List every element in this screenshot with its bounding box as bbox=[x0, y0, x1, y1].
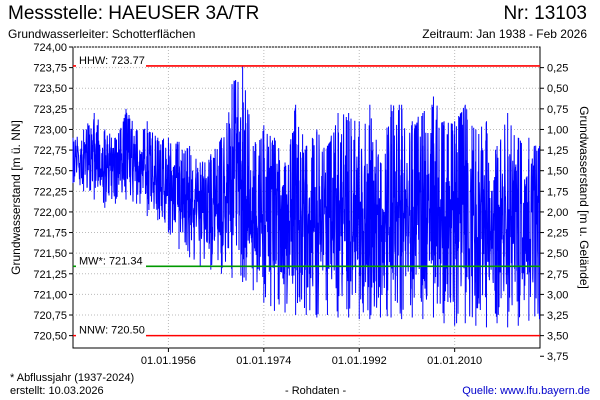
y-tick-label-left: 722,00 bbox=[33, 207, 67, 219]
reference-label: HHW: 723.77 bbox=[79, 55, 145, 67]
source-link[interactable]: Quelle: www.lfu.bayern.de bbox=[462, 385, 590, 397]
y-tick-label-left: 720,50 bbox=[33, 331, 67, 343]
y-tick-label-right: 1,75 bbox=[547, 186, 568, 198]
y-tick-label-left: 724,00 bbox=[33, 42, 67, 54]
y-tick-label-right: 0,25 bbox=[547, 63, 568, 75]
y-tick-label-right: 3,00 bbox=[547, 289, 568, 301]
y-tick-label-right: 3,50 bbox=[547, 331, 568, 343]
x-tick-label: 01.01.1974 bbox=[236, 355, 291, 367]
y-tick-label-right: 2,25 bbox=[547, 228, 568, 240]
y-tick-label-left: 721,25 bbox=[33, 269, 67, 281]
y-tick-label-right: 2,00 bbox=[547, 207, 568, 219]
raw-data-label: - Rohdaten - bbox=[285, 385, 347, 397]
y-axis-title-left: Grundwasserstand [m ü. NN] bbox=[9, 120, 23, 275]
y-tick-label-right: 1,00 bbox=[547, 124, 568, 136]
y-tick-label-left: 721,00 bbox=[33, 289, 67, 301]
x-tick-label: 01.01.1992 bbox=[332, 355, 387, 367]
reference-label: MW*: 721.34 bbox=[79, 255, 143, 267]
y-tick-label-right: 1,50 bbox=[547, 166, 568, 178]
y-tick-label-right: 1,25 bbox=[547, 145, 568, 157]
y-tick-label-left: 723,25 bbox=[33, 104, 67, 116]
x-tick-label: 01.01.1956 bbox=[141, 355, 196, 367]
y-tick-label-left: 723,00 bbox=[33, 124, 67, 136]
y-axis-title-right: Grundwasserstand [m u. Gelände] bbox=[577, 106, 591, 289]
y-tick-label-right: 0,50 bbox=[547, 83, 568, 95]
footnote-abflussjahr: * Abflussjahr (1937-2024) bbox=[10, 372, 135, 384]
period-label: Zeitraum: Jan 1938 - Feb 2026 bbox=[422, 27, 587, 41]
created-date: erstellt: 10.03.2026 bbox=[10, 385, 104, 397]
station-number: Nr: 13103 bbox=[503, 3, 587, 24]
y-tick-label-left: 723,75 bbox=[33, 63, 67, 75]
y-tick-label-right: 3,75 bbox=[547, 351, 568, 363]
chart-title: Messstelle: HAEUSER 3A/TR bbox=[8, 3, 260, 24]
aquifer-label: Grundwasserleiter: Schotterflächen bbox=[8, 27, 196, 41]
reference-label-bg bbox=[76, 255, 146, 268]
y-tick-label-right: 2,50 bbox=[547, 248, 568, 260]
y-tick-label-left: 720,75 bbox=[33, 310, 67, 322]
y-tick-label-left: 722,75 bbox=[33, 145, 67, 157]
reference-label-bg bbox=[76, 54, 146, 67]
x-tick-label: 01.01.2010 bbox=[427, 355, 482, 367]
y-tick-label-left: 721,75 bbox=[33, 228, 67, 240]
reference-label: NNW: 720.50 bbox=[79, 325, 145, 337]
y-tick-label-right: 0,75 bbox=[547, 104, 568, 116]
y-tick-label-left: 722,50 bbox=[33, 166, 67, 178]
y-tick-label-right: 2,75 bbox=[547, 269, 568, 281]
reference-label-bg bbox=[76, 324, 146, 337]
y-tick-label-right: 3,25 bbox=[547, 310, 568, 322]
y-tick-label-left: 723,50 bbox=[33, 83, 67, 95]
y-tick-label-left: 721,50 bbox=[33, 248, 67, 260]
y-tick-label-left: 722,25 bbox=[33, 186, 67, 198]
